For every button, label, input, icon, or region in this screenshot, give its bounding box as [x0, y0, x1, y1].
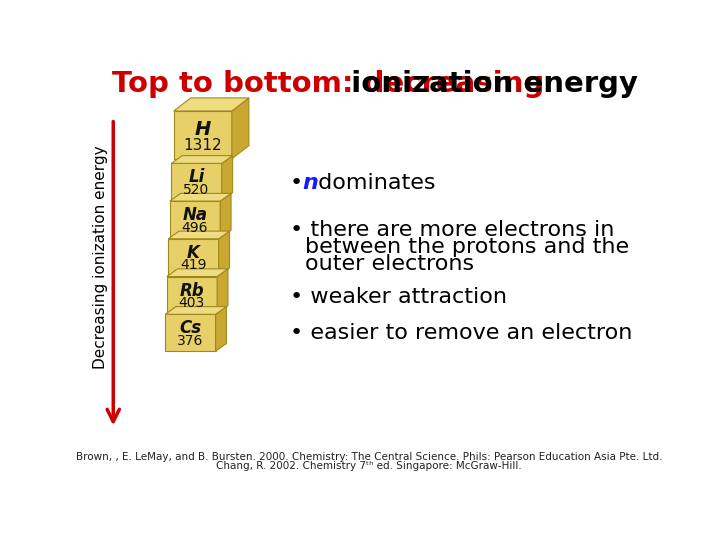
Text: K: K [187, 244, 200, 262]
Polygon shape [168, 239, 219, 276]
Polygon shape [217, 269, 228, 314]
Text: ionization energy: ionization energy [341, 70, 639, 98]
Polygon shape [220, 193, 231, 238]
Text: 419: 419 [180, 259, 207, 273]
Text: between the protons and the: between the protons and the [305, 237, 629, 257]
Text: Na: Na [182, 206, 207, 224]
Text: • easier to remove an electron: • easier to remove an electron [290, 323, 632, 343]
Text: • there are more electrons in: • there are more electrons in [290, 220, 614, 240]
Text: 1312: 1312 [184, 138, 222, 153]
Polygon shape [165, 314, 215, 351]
Polygon shape [168, 231, 230, 239]
Polygon shape [174, 98, 249, 111]
Text: Li: Li [189, 168, 204, 186]
Text: •: • [290, 173, 310, 193]
Polygon shape [165, 307, 226, 314]
Polygon shape [171, 164, 222, 200]
Text: Decreasing ionization energy: Decreasing ionization energy [93, 145, 107, 369]
Polygon shape [167, 276, 217, 314]
Polygon shape [219, 231, 230, 276]
Text: dominates: dominates [311, 173, 436, 193]
Polygon shape [222, 156, 233, 200]
Polygon shape [174, 111, 232, 159]
Text: 403: 403 [179, 296, 205, 310]
Text: 520: 520 [184, 183, 210, 197]
Polygon shape [170, 201, 220, 238]
Text: Cs: Cs [179, 319, 202, 338]
Text: n: n [302, 173, 318, 193]
Text: outer electrons: outer electrons [305, 254, 474, 274]
Text: Chang, R. 2002. Chemistry 7ᵗʰ ed. Singapore: McGraw-Hill.: Chang, R. 2002. Chemistry 7ᵗʰ ed. Singap… [216, 461, 522, 470]
Polygon shape [170, 193, 231, 201]
Text: Top to bottom: decreasing: Top to bottom: decreasing [112, 70, 544, 98]
Text: 376: 376 [177, 334, 204, 348]
Polygon shape [215, 307, 226, 351]
Text: Brown, , E. LeMay, and B. Bursten. 2000. Chemistry: The Central Science. Phils: : Brown, , E. LeMay, and B. Bursten. 2000.… [76, 452, 662, 462]
Text: Rb: Rb [179, 281, 204, 300]
Text: H: H [194, 120, 211, 139]
Text: • weaker attraction: • weaker attraction [290, 287, 507, 307]
Polygon shape [167, 269, 228, 276]
Text: 496: 496 [181, 221, 208, 235]
Polygon shape [171, 156, 233, 164]
Polygon shape [232, 98, 249, 159]
